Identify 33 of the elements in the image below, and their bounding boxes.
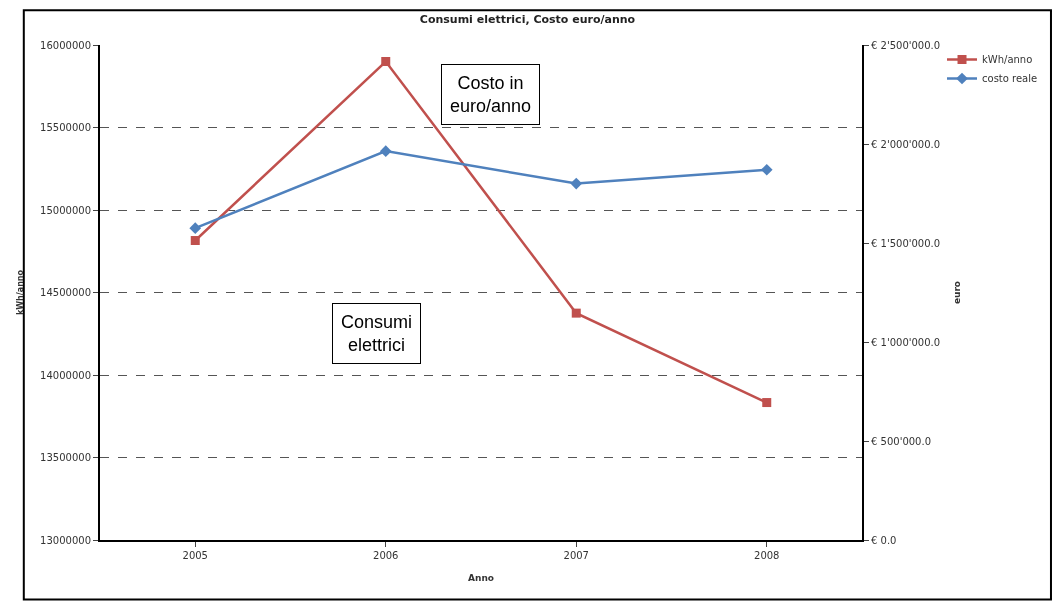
y2-tick-label: € 0.0 [871,534,897,546]
x-axis-title: Anno [468,573,494,584]
y-axis-title: kWh/anno [16,269,26,316]
y2-tick-label: € 1'000'000.0 [871,336,941,348]
legend-label: costo reale [982,73,1038,85]
y2-tick-label: € 2'500'000.0 [871,39,941,51]
x-tick-label: 2008 [754,550,780,561]
point [571,308,581,318]
point [760,163,773,176]
chart-title: Consumi elettrici, Costo euro/anno [419,12,636,26]
y-tick-label: 13000000 [40,534,91,546]
point [190,236,200,246]
point [762,398,772,408]
point [570,177,583,190]
y-tick-label: 15000000 [40,204,91,216]
y-tick-label: 13500000 [40,452,91,463]
y2-axis-title: euro [952,280,963,305]
y2-tick-label: € 1'500'000.0 [871,237,941,249]
x-tick-label: 2007 [563,550,589,561]
point [381,57,391,66]
point [189,222,202,234]
x-tick-label: 2005 [182,550,208,561]
y-tick-label: 14500000 [40,287,91,298]
x-tick-label: 2006 [373,550,399,561]
y-tick-label: 14000000 [40,369,91,381]
legend-label: kWh/anno [982,54,1033,66]
y-tick-label: 15500000 [40,122,91,133]
point [379,145,392,157]
y-tick-label: 16000000 [40,39,91,51]
y2-tick-label: € 2'000'000.0 [871,138,941,150]
y2-tick-label: € 500'000.0 [871,435,932,447]
annotation: Costo in euro/anno [450,73,532,117]
annotation: Consumi elettrici [341,312,413,356]
